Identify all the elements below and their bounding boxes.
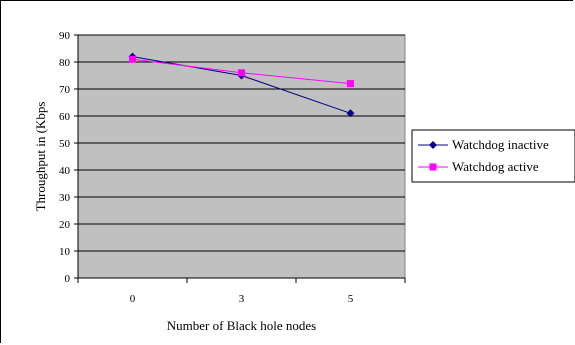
x-axis-title: Number of Black hole nodes (167, 318, 316, 333)
y-tick-label: 0 (65, 273, 71, 285)
y-tick-label: 40 (59, 165, 71, 177)
x-tick-label: 5 (348, 293, 354, 305)
x-tick-labels: 0 3 5 (130, 293, 354, 305)
legend: Watchdog inactive Watchdog active (412, 130, 575, 182)
x-tick-label: 0 (130, 293, 136, 305)
data-point (238, 69, 245, 76)
data-point (129, 56, 136, 63)
data-point (347, 80, 354, 87)
legend-swatch-marker (430, 164, 437, 171)
y-tick-label: 60 (59, 111, 71, 123)
y-tick-label: 10 (59, 246, 71, 258)
legend-label: Watchdog active (452, 159, 539, 174)
y-tick-labels: 0 10 20 30 40 50 60 70 80 90 (59, 30, 71, 285)
x-tick-label: 3 (239, 293, 245, 305)
legend-label: Watchdog inactive (452, 137, 549, 152)
y-tick-label: 50 (59, 138, 71, 150)
y-tick-label: 80 (59, 57, 71, 69)
y-axis-title: Throughput in (Kbps (33, 102, 48, 212)
y-tick-label: 30 (59, 192, 71, 204)
y-tick-label: 20 (59, 219, 71, 231)
y-tick-label: 70 (59, 84, 71, 96)
y-tick-label: 90 (59, 30, 71, 42)
